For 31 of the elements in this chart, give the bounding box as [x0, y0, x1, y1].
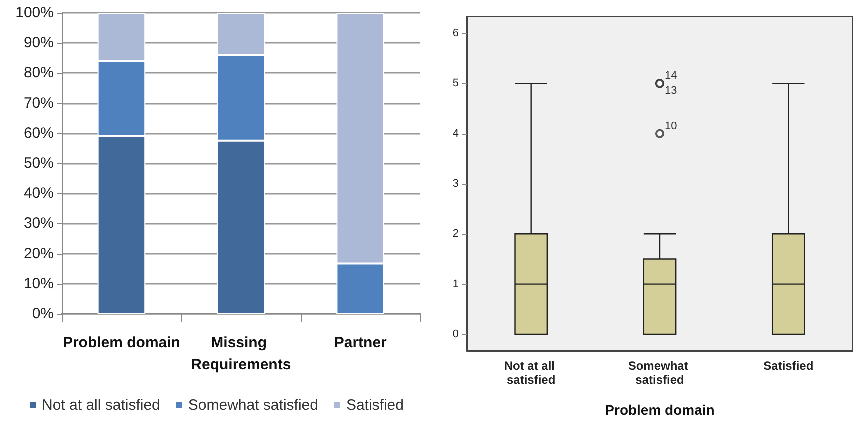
y-tick-label: 20% — [24, 245, 54, 262]
y-tick-label: 1 — [452, 278, 459, 290]
x-tick-label: Somewhat satisfied — [628, 359, 692, 387]
x-tick-label: Not at all satisfied — [504, 359, 558, 387]
y-tick-label: 90% — [24, 34, 54, 52]
y-tick-label: 0% — [32, 306, 54, 322]
x-tick-label: Partner — [334, 334, 388, 352]
x-axis-title: Problem domain — [605, 402, 715, 418]
y-tick-label: 2 — [452, 228, 459, 240]
legend-label: Not at all satisfied — [42, 397, 160, 414]
legend-label: Satisfied — [346, 397, 404, 414]
y-tick-label: 4 — [452, 128, 459, 140]
y-tick-label: 100% — [16, 4, 54, 22]
x-tick-label: Satisfied — [764, 359, 814, 373]
annotation: 13 — [665, 85, 678, 98]
y-tick-label: 30% — [24, 215, 54, 232]
y-tick-label: 80% — [24, 64, 54, 82]
y-tick-label: 5 — [452, 78, 459, 90]
y-tick-label: 70% — [24, 94, 54, 112]
annotation: 14 — [665, 70, 678, 82]
x-tick-label: Missing Requirements — [191, 334, 292, 374]
y-tick-label: 3 — [452, 178, 459, 190]
annotation: 10 — [665, 120, 678, 132]
y-tick-label: 50% — [24, 155, 54, 172]
y-tick-label: 40% — [24, 185, 54, 202]
x-tick-label: Problem domain — [62, 334, 180, 352]
y-tick-label: 10% — [24, 275, 54, 292]
y-tick-label: 0 — [452, 328, 459, 340]
y-tick-label: 6 — [452, 28, 459, 40]
legend-label: Somewhat satisfied — [188, 397, 318, 414]
y-tick-label: 60% — [24, 124, 54, 142]
